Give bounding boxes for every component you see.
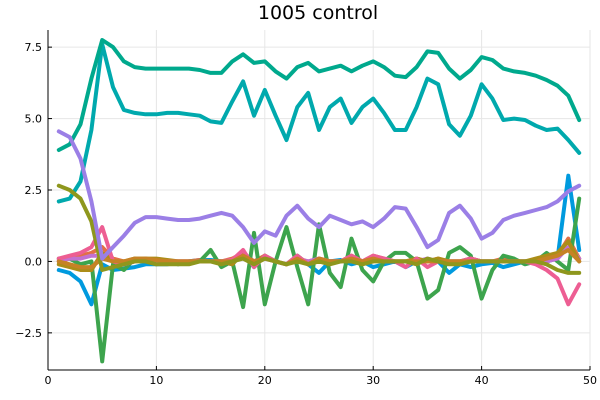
series-line-10 xyxy=(56,183,582,275)
x-ticks: 0 10 20 30 40 50 xyxy=(45,366,597,387)
axes xyxy=(47,30,590,371)
y-tick-label-1: 0.0 xyxy=(25,255,43,268)
series-line-6 xyxy=(56,42,582,204)
x-tick-label-0: 0 xyxy=(45,374,52,387)
x-tick-label-3: 30 xyxy=(366,374,380,387)
series-line-11 xyxy=(56,129,582,261)
series-line-9 xyxy=(56,38,582,152)
series-line-1 xyxy=(56,173,582,307)
x-tick-label-4: 40 xyxy=(475,374,489,387)
series-lines xyxy=(56,38,582,364)
grid xyxy=(47,30,591,370)
y-tick-label-4: 7.5 xyxy=(25,41,43,54)
y-tick-label-3: 5.0 xyxy=(25,113,43,126)
y-tick-label-2: 2.5 xyxy=(25,184,43,197)
chart-title: 1005 control xyxy=(258,2,378,24)
y-tick-label-0: −2.5 xyxy=(15,327,42,340)
x-tick-label-1: 10 xyxy=(149,374,163,387)
x-tick-label-2: 20 xyxy=(258,374,272,387)
x-tick-label-5: 50 xyxy=(583,374,597,387)
y-ticks: −2.5 0.0 2.5 5.0 7.5 xyxy=(15,41,52,340)
